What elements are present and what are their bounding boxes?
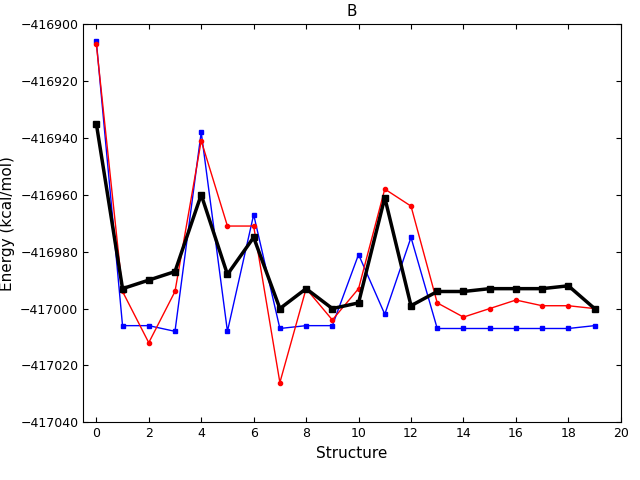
Y-axis label: Energy (kcal/mol): Energy (kcal/mol) (0, 156, 15, 290)
X-axis label: Structure: Structure (316, 446, 388, 461)
Title: B: B (347, 4, 357, 19)
